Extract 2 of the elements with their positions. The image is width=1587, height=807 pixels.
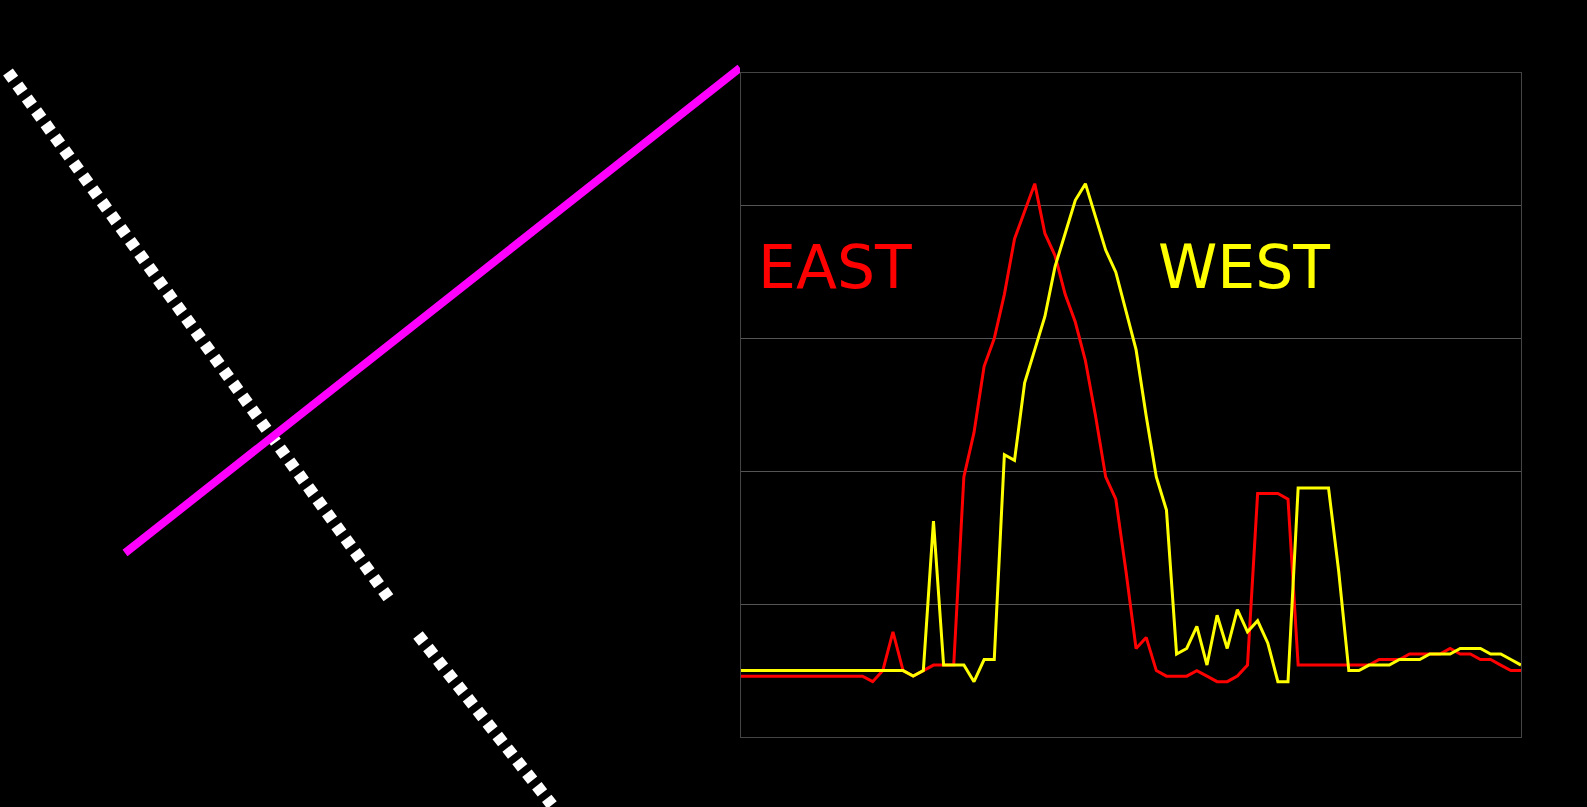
- series-label: EAST: [758, 232, 913, 302]
- series-label: WEST: [1158, 232, 1331, 302]
